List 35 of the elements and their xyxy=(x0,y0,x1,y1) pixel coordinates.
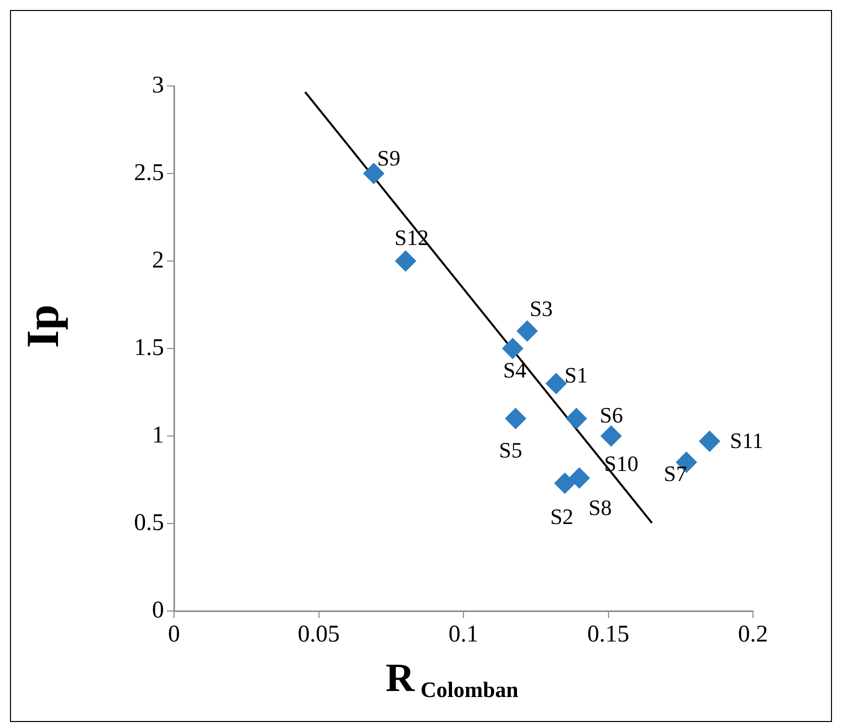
y-tick-label: 1.5 xyxy=(134,334,164,361)
annotation: S8 xyxy=(588,494,612,520)
point xyxy=(600,426,622,446)
x-tick-label: 0.15 xyxy=(587,622,630,648)
point xyxy=(546,373,567,394)
y-tick-label: 0 xyxy=(152,597,164,624)
annotation: S6 xyxy=(600,402,624,428)
annotation: S2 xyxy=(550,504,574,530)
y-tick-label: 3 xyxy=(152,72,164,98)
annotation: S3 xyxy=(530,296,553,321)
y-tick-label: 0.5 xyxy=(134,510,164,536)
point xyxy=(566,408,587,429)
annotation: S9 xyxy=(377,145,400,170)
x-tick-label: 0.05 xyxy=(298,622,340,648)
x-axis-title: R$_{Colomban}$ xyxy=(384,655,520,702)
point xyxy=(699,430,720,452)
annotation: S5 xyxy=(498,437,522,462)
point xyxy=(554,472,576,494)
point xyxy=(505,408,526,429)
annotation: S4 xyxy=(503,357,526,382)
annotation: S7 xyxy=(664,461,688,486)
x-tick-label: 0.2 xyxy=(738,622,768,648)
y-tick-label: 2 xyxy=(152,247,164,274)
x-tick-label: 0 xyxy=(168,622,180,648)
annotation: S10 xyxy=(604,450,638,476)
x-tick-label: 0.1 xyxy=(448,622,478,648)
y-axis-title: Ip xyxy=(17,304,68,348)
annotation: S1 xyxy=(564,362,588,388)
point xyxy=(568,468,590,488)
annotation: S11 xyxy=(730,428,764,454)
y-tick-label: 1 xyxy=(152,422,164,448)
y-tick-label: 2.5 xyxy=(134,160,164,186)
point xyxy=(502,338,524,359)
point xyxy=(516,320,538,342)
point xyxy=(395,250,416,272)
